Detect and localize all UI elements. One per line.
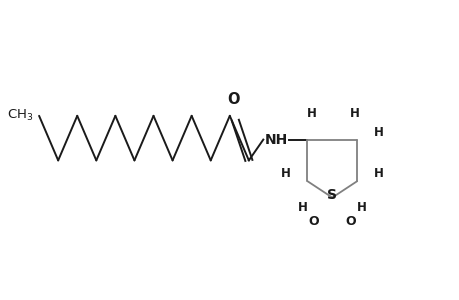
Text: CH$_3$: CH$_3$	[7, 108, 33, 123]
Text: H: H	[280, 167, 290, 180]
Text: H: H	[374, 126, 383, 139]
Text: H: H	[349, 107, 359, 120]
Text: NH: NH	[264, 133, 287, 147]
Text: O: O	[226, 92, 239, 107]
Text: H: H	[356, 200, 366, 214]
Text: H: H	[374, 167, 383, 180]
Text: H: H	[307, 107, 316, 120]
Text: S: S	[327, 188, 336, 202]
Text: O: O	[308, 215, 318, 228]
Text: O: O	[344, 215, 355, 228]
Text: H: H	[297, 200, 307, 214]
